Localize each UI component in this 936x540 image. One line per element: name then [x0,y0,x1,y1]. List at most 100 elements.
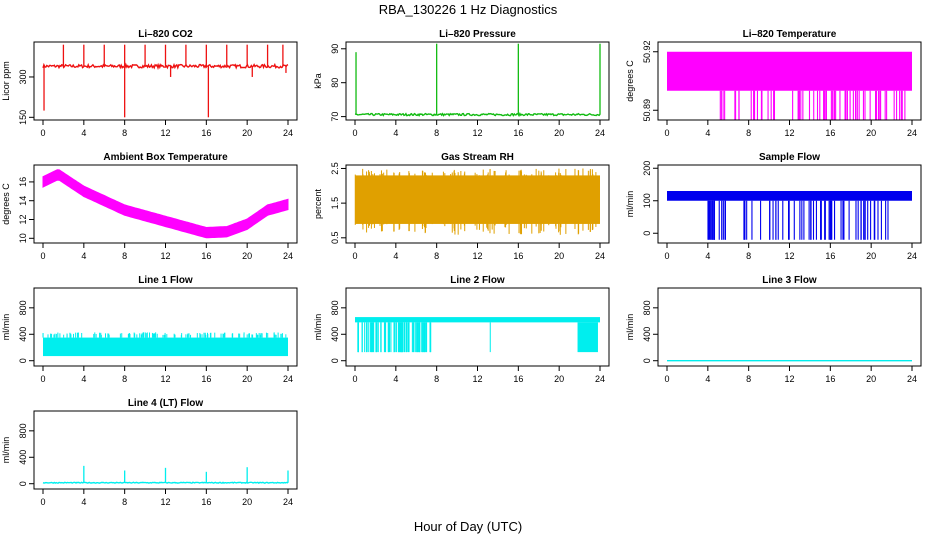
y-tick-label: 800 [642,300,652,315]
series-ambient [42,169,289,239]
x-tick-label: 0 [352,251,357,261]
series-co2 [42,44,289,118]
x-tick-label: 20 [242,251,252,261]
plot-frame [345,41,610,121]
x-tick-label: 20 [554,374,564,384]
y-tick-label: 0 [330,358,340,363]
x-tick-label: 24 [907,374,917,384]
y-tick-label: 0.5 [330,232,340,245]
figure-xlabel: Hour of Day (UTC) [414,519,522,534]
x-tick-label: 4 [81,374,86,384]
y-tick-label: 200 [642,161,652,176]
x-tick-label: 24 [907,128,917,138]
x-tick-label: 16 [825,374,835,384]
series-band [43,337,288,357]
x-tick-label: 12 [784,128,794,138]
panel-title: Line 3 Flow [762,275,817,286]
x-tick-label: 0 [352,374,357,384]
series-band [667,51,912,91]
x-tick-label: 4 [705,374,710,384]
x-tick-label: 12 [784,374,794,384]
x-tick-label: 16 [513,374,523,384]
series-sample [667,191,912,240]
x-tick-label: 24 [283,251,293,261]
y-tick-label: 400 [18,450,28,465]
y-axis-label: Licor ppm [1,61,11,101]
y-tick-label: 0 [642,358,652,363]
x-tick-label: 16 [201,374,211,384]
x-tick-label: 8 [122,251,127,261]
y-tick-label: 90 [330,44,340,54]
y-tick-label: 800 [18,423,28,438]
panel-title: Line 4 (LT) Flow [128,398,204,409]
panel-6: Sample Flow ml/min 0 4 8 12 16 20 24 0 100 200 [625,152,922,261]
y-axis-label: degrees C [625,60,635,102]
y-tick-label: 0 [18,481,28,486]
x-tick-label: 24 [907,251,917,261]
x-tick-label: 0 [40,128,45,138]
x-tick-label: 16 [201,251,211,261]
series-line-2 [355,317,600,353]
figure-title: RBA_130226 1 Hz Diagnostics [379,2,558,17]
x-tick-label: 24 [595,251,605,261]
x-tick-label: 16 [513,128,523,138]
panel-5: Gas Stream RH percent 0 4 8 12 16 20 24 0.5 1.5 2.5 [313,152,610,261]
x-tick-label: 16 [513,251,523,261]
x-tick-label: 20 [242,374,252,384]
x-tick-label: 0 [40,497,45,507]
panel-title: Line 1 Flow [138,275,193,286]
x-tick-label: 4 [705,128,710,138]
x-tick-label: 16 [201,497,211,507]
series-band [667,191,912,201]
x-tick-label: 0 [664,128,669,138]
x-tick-label: 4 [393,128,398,138]
x-tick-label: 12 [160,251,170,261]
x-tick-label: 8 [122,497,127,507]
x-tick-label: 16 [825,251,835,261]
x-tick-label: 20 [554,251,564,261]
y-axis-label: percent [313,188,323,219]
x-tick-label: 20 [242,497,252,507]
panel-title: Gas Stream RH [441,152,514,163]
y-tick-label: 70 [330,112,340,122]
y-axis-label: ml/min [1,314,11,341]
y-tick-label: 800 [330,300,340,315]
y-tick-label: 80 [330,78,340,88]
x-tick-label: 24 [283,128,293,138]
x-tick-label: 12 [784,251,794,261]
y-axis-label: ml/min [313,314,323,341]
panel-title: Li–820 Pressure [439,29,516,40]
x-tick-label: 0 [40,251,45,261]
x-tick-label: 0 [664,251,669,261]
x-tick-label: 20 [866,128,876,138]
y-tick-label: 100 [642,193,652,208]
x-tick-label: 20 [866,374,876,384]
x-tick-label: 8 [434,251,439,261]
panel-3: Li–820 Temperature degrees C 0 4 8 12 16 20 24 50… [625,29,922,138]
series-band [355,175,600,224]
plot-frame [657,287,922,367]
panel-title: Line 2 Flow [450,275,505,286]
panel-title: Ambient Box Temperature [103,152,228,163]
x-tick-label: 16 [201,128,211,138]
x-tick-label: 8 [434,374,439,384]
y-tick-label: 400 [18,327,28,342]
x-tick-label: 0 [664,374,669,384]
series-rh [354,168,600,235]
panel-2: Li–820 Pressure kPa 0 4 8 12 16 20 24 70 80 90 [313,29,610,138]
dip-block [489,322,491,353]
x-tick-label: 20 [242,128,252,138]
y-tick-label: 50.89 [642,99,652,122]
x-tick-label: 20 [554,128,564,138]
x-tick-label: 16 [825,128,835,138]
y-tick-label: 300 [18,69,28,84]
y-axis-label: degrees C [1,183,11,225]
x-tick-label: 4 [393,374,398,384]
plot-frame [33,164,298,244]
panel-title: Li–820 CO2 [138,29,193,40]
x-tick-label: 4 [81,128,86,138]
x-tick-label: 8 [122,128,127,138]
panel-title: Sample Flow [759,152,820,163]
x-tick-label: 12 [472,128,482,138]
